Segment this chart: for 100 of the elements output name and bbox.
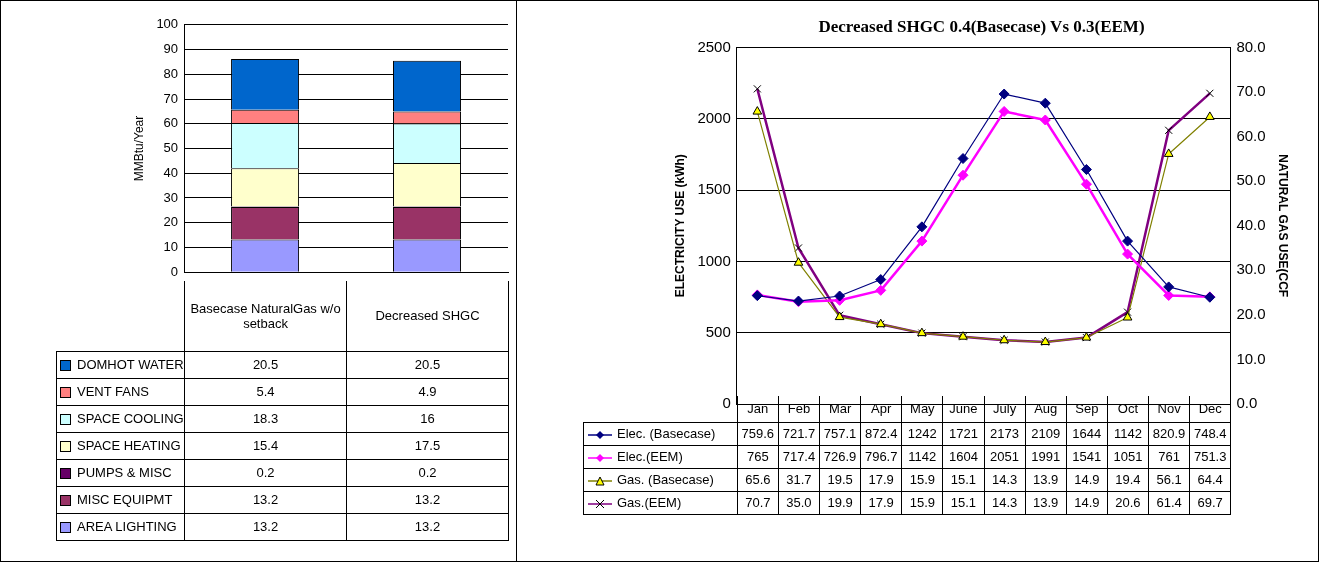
data-label: 14.3 <box>984 468 1026 491</box>
data-label: 19.9 <box>819 491 861 514</box>
x-tick-label: Nov <box>1148 396 1190 422</box>
y-tick-label: 2500 <box>697 37 731 55</box>
x-tick-label: Decreased SHGC <box>346 281 509 351</box>
y-tick-label: 20 <box>163 214 179 230</box>
y2-tick-label: 70.0 <box>1236 82 1266 100</box>
legend-label: Elec.(EEM) <box>617 449 683 464</box>
legend-label: SPACE HEATING <box>77 438 181 453</box>
data-label: 20.6 <box>1107 491 1149 514</box>
legend-label: MISC EQUIPMT <box>77 492 173 507</box>
data-label: 759.6 <box>737 422 779 445</box>
y-tick-label: 90 <box>163 41 179 57</box>
data-label: 20.5 <box>184 351 347 378</box>
y-axis-title: ELECTRICITY USE (kWh) <box>672 154 687 298</box>
y2-tick-label: 10.0 <box>1236 349 1266 367</box>
legend-label: DOMHOT WATER <box>77 357 184 372</box>
data-label: 64.4 <box>1189 468 1231 491</box>
legend-label: SPACE COOLING <box>77 411 184 426</box>
data-label: 14.9 <box>1066 491 1108 514</box>
data-label: 18.3 <box>184 405 347 432</box>
data-label: 19.4 <box>1107 468 1149 491</box>
data-label: 757.1 <box>819 422 861 445</box>
data-label: 2173 <box>984 422 1026 445</box>
legend-label: Elec. (Basecase) <box>617 426 716 441</box>
data-label: 17.5 <box>346 432 509 459</box>
data-label: 4.9 <box>346 378 509 405</box>
y-tick-label: 30 <box>163 189 179 205</box>
legend-label: AREA LIGHTING <box>77 519 177 534</box>
y2-tick-label: 40.0 <box>1236 215 1266 233</box>
data-label: 15.9 <box>901 468 943 491</box>
y-tick-label: 60 <box>163 115 179 131</box>
data-label: 751.3 <box>1189 445 1231 468</box>
y-tick-label: 10 <box>163 239 179 255</box>
data-label: 1242 <box>901 422 943 445</box>
data-label: 1541 <box>1066 445 1108 468</box>
y-tick-label: 100 <box>156 16 179 32</box>
y-tick-label: 500 <box>705 322 731 340</box>
data-label: 20.5 <box>346 351 509 378</box>
data-label: 0.2 <box>184 459 347 486</box>
y-tick-label: 2000 <box>697 108 731 126</box>
data-label: 13.2 <box>184 486 347 513</box>
data-label: 70.7 <box>737 491 779 514</box>
data-label: 17.9 <box>860 491 902 514</box>
data-label: 796.7 <box>860 445 902 468</box>
y-tick-label: 1000 <box>697 251 731 269</box>
y-tick-label: 1500 <box>697 180 731 198</box>
x-tick-label: Aug <box>1025 396 1067 422</box>
y2-axis-title: NATURAL GAS USE(CCF <box>1276 154 1291 298</box>
data-label: 13.2 <box>346 513 509 540</box>
legend-label: VENT FANS <box>77 384 150 399</box>
data-label: 721.7 <box>778 422 820 445</box>
data-label: 15.1 <box>942 491 985 514</box>
data-label: 69.7 <box>1189 491 1231 514</box>
legend-label: PUMPS & MISC <box>77 465 172 480</box>
data-label: 1991 <box>1025 445 1067 468</box>
data-label: 2051 <box>984 445 1026 468</box>
data-label: 5.4 <box>184 378 347 405</box>
data-label: 15.4 <box>184 432 347 459</box>
x-tick-label: Basecase NaturalGas w/o setback <box>184 281 347 351</box>
data-label: 2109 <box>1025 422 1067 445</box>
data-label: 872.4 <box>860 422 902 445</box>
y2-tick-label: 60.0 <box>1236 126 1266 144</box>
data-label: 56.1 <box>1148 468 1190 491</box>
data-label: 13.2 <box>346 486 509 513</box>
y2-tick-label: 30.0 <box>1236 260 1266 278</box>
legend-label: Gas.(EEM) <box>617 495 682 510</box>
y-tick-label: 40 <box>163 164 179 180</box>
data-label: 13.2 <box>184 513 347 540</box>
data-label: 761 <box>1148 445 1190 468</box>
x-tick-label: June <box>942 396 985 422</box>
data-label: 1142 <box>901 445 943 468</box>
data-label: 1604 <box>942 445 985 468</box>
data-label: 13.9 <box>1025 491 1067 514</box>
y-tick-label: 0 <box>722 394 731 412</box>
y-tick-label: 0 <box>170 263 179 279</box>
data-label: 0.2 <box>346 459 509 486</box>
y2-tick-label: 80.0 <box>1236 37 1266 55</box>
data-label: 17.9 <box>860 468 902 491</box>
y-tick-label: 70 <box>163 90 179 106</box>
data-label: 35.0 <box>778 491 820 514</box>
data-label: 726.9 <box>819 445 861 468</box>
data-label: 31.7 <box>778 468 820 491</box>
data-label: 14.3 <box>984 491 1026 514</box>
data-label: 15.9 <box>901 491 943 514</box>
data-label: 765 <box>737 445 779 468</box>
data-label: 1644 <box>1066 422 1108 445</box>
data-label: 16 <box>346 405 509 432</box>
data-label: 820.9 <box>1148 422 1190 445</box>
data-label: 1721 <box>942 422 985 445</box>
y-axis-title: MMBtu/Year <box>131 115 146 182</box>
data-label: 717.4 <box>778 445 820 468</box>
data-label: 15.1 <box>942 468 985 491</box>
legend-label: Gas. (Basecase) <box>617 472 714 487</box>
data-label: 19.5 <box>819 468 861 491</box>
y2-tick-label: 20.0 <box>1236 304 1266 322</box>
data-label: 748.4 <box>1189 422 1231 445</box>
data-label: 14.9 <box>1066 468 1108 491</box>
data-label: 1142 <box>1107 422 1149 445</box>
data-label: 1051 <box>1107 445 1149 468</box>
